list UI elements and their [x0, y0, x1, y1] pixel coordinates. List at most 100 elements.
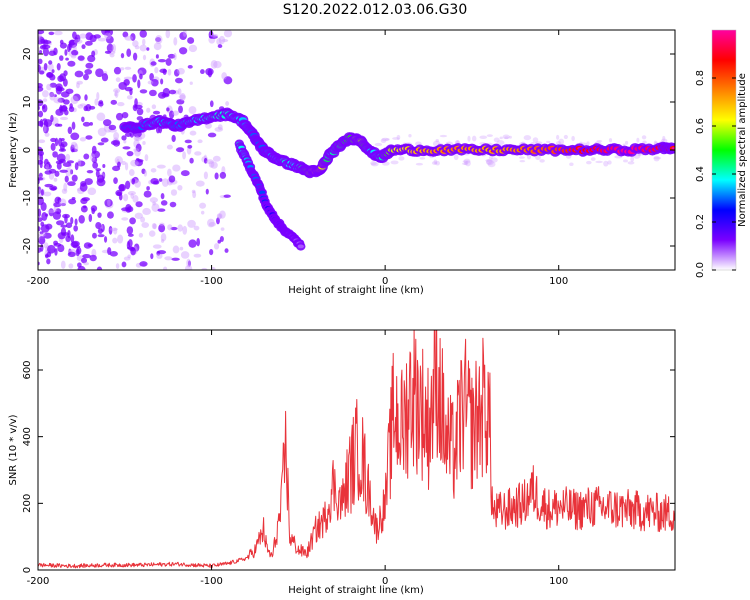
noise-speckle — [39, 231, 44, 235]
noise-speckle — [209, 249, 214, 256]
noise-speckle — [207, 218, 215, 228]
noise-speckle — [159, 222, 165, 226]
halo-speckle — [486, 158, 493, 165]
noise-speckle — [59, 104, 63, 114]
noise-speckle — [148, 230, 156, 237]
halo-speckle — [558, 138, 565, 145]
noise-speckle — [203, 171, 208, 180]
noise-speckle — [92, 232, 97, 239]
branch-point — [297, 244, 304, 249]
noise-speckle — [205, 159, 214, 165]
noise-speckle — [81, 257, 88, 264]
y-tick-label: 0 — [22, 567, 33, 573]
noise-speckle — [44, 254, 49, 258]
noise-speckle — [135, 135, 140, 141]
noise-speckle — [68, 263, 74, 269]
halo-speckle — [661, 138, 668, 143]
noise-speckle — [197, 139, 203, 144]
halo-speckle — [662, 135, 666, 142]
halo-speckle — [571, 135, 575, 142]
noise-speckle — [157, 250, 167, 255]
halo-speckle — [435, 138, 440, 143]
y-tick-label: 20 — [22, 48, 33, 61]
noise-speckle — [78, 214, 85, 224]
noise-speckle — [174, 69, 180, 77]
noise-speckle — [97, 234, 105, 238]
noise-speckle — [53, 94, 57, 98]
noise-speckle — [46, 71, 53, 78]
halo-speckle — [586, 160, 592, 165]
noise-speckle — [113, 177, 118, 185]
colorbar-label: Normalized spectral amplitude — [737, 73, 748, 227]
noise-speckle — [177, 184, 183, 191]
noise-speckle — [115, 77, 121, 83]
noise-speckle — [218, 35, 226, 45]
noise-speckle — [146, 47, 150, 51]
noise-speckle — [38, 217, 43, 222]
noise-speckle — [210, 33, 219, 38]
noise-speckle — [124, 35, 134, 41]
noise-speckle — [109, 227, 118, 231]
noise-speckle — [70, 95, 79, 105]
noise-speckle — [59, 169, 69, 173]
halo-speckle — [385, 138, 390, 141]
noise-speckle — [49, 82, 57, 88]
noise-speckle — [171, 134, 176, 143]
noise-speckle — [65, 88, 74, 94]
noise-speckle — [151, 203, 160, 212]
noise-speckle — [143, 170, 148, 177]
noise-speckle — [65, 167, 72, 177]
halo-speckle — [603, 160, 609, 167]
noise-speckle — [223, 76, 233, 85]
noise-speckle — [138, 232, 144, 238]
noise-speckle — [95, 68, 104, 78]
noise-speckle — [150, 177, 159, 185]
noise-speckle — [213, 243, 220, 250]
halo-speckle — [398, 156, 405, 161]
halo-speckle — [380, 138, 387, 144]
noise-speckle — [210, 59, 218, 69]
noise-speckle — [70, 216, 74, 225]
noise-speckle — [121, 217, 129, 221]
noise-speckle — [146, 186, 150, 191]
noise-speckle — [48, 172, 55, 180]
noise-speckle — [40, 38, 46, 44]
noise-speckle — [152, 201, 156, 206]
halo-speckle — [496, 140, 505, 146]
colorbar-tick-label: 0.4 — [695, 166, 706, 182]
noise-speckle — [61, 188, 68, 194]
noise-speckle — [60, 202, 66, 207]
noise-speckle — [90, 205, 98, 212]
noise-speckle — [173, 37, 178, 46]
noise-speckle — [170, 226, 178, 231]
noise-speckle — [62, 78, 68, 87]
noise-speckle — [148, 89, 157, 97]
noise-speckle — [182, 151, 186, 160]
noise-speckle — [104, 198, 113, 207]
noise-speckle — [55, 83, 63, 91]
noise-speckle — [64, 49, 68, 56]
noise-speckle — [221, 72, 227, 80]
noise-speckle — [122, 146, 131, 150]
noise-speckle — [164, 256, 173, 261]
noise-speckle — [200, 210, 205, 215]
noise-speckle — [77, 160, 86, 167]
noise-speckle — [173, 52, 177, 61]
noise-speckle — [56, 162, 62, 170]
noise-speckle — [67, 251, 76, 258]
noise-speckle — [224, 248, 229, 253]
noise-speckle — [77, 265, 86, 270]
halo-speckle — [586, 141, 590, 146]
colorbar-tick-label: 0.6 — [695, 118, 706, 134]
noise-speckle — [124, 66, 132, 70]
halo-speckle — [419, 157, 426, 160]
noise-speckle — [126, 226, 134, 235]
colorbar-tick-label: 0.0 — [695, 262, 706, 278]
halo-speckle — [408, 134, 412, 138]
noise-speckle — [96, 112, 106, 121]
noise-speckle — [88, 105, 96, 110]
noise-speckle — [63, 182, 68, 192]
noise-speckle — [151, 222, 157, 230]
noise-speckle — [120, 53, 125, 59]
